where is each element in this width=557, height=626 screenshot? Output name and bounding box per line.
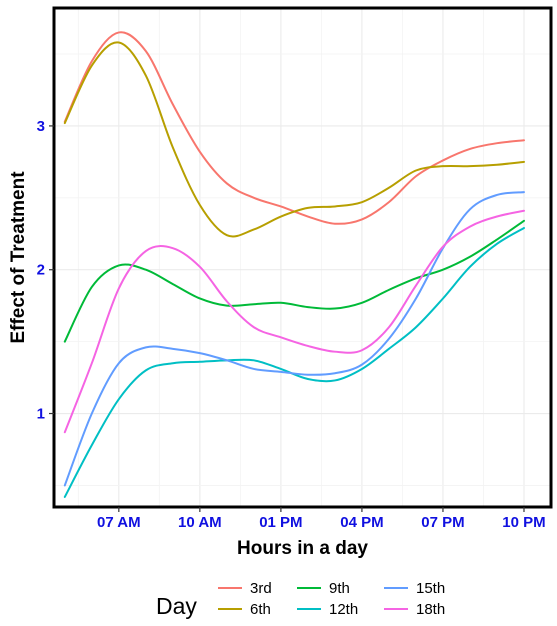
x-tick-label: 07 AM	[97, 514, 141, 531]
series-line-3rd	[63, 31, 525, 225]
series-lines	[63, 31, 525, 498]
series-line-6th	[63, 41, 525, 238]
grid	[54, 8, 551, 507]
legend-label-12th: 12th	[329, 601, 358, 618]
y-tick-label: 3	[37, 118, 45, 135]
series-line-12th	[63, 227, 525, 498]
x-tick-label: 04 PM	[340, 514, 383, 531]
panel-border	[52, 6, 553, 509]
x-tick-label: 01 PM	[259, 514, 302, 531]
legend-label-6th: 6th	[250, 601, 271, 618]
y-tick-label: 2	[37, 262, 45, 279]
legend-label-3rd: 3rd	[250, 580, 272, 597]
y-axis-title: Effect of Treatment	[8, 171, 29, 344]
x-axis-ticks: 07 AM 10 AM 01 PM 04 PM 07 PM 10 PM	[97, 507, 546, 531]
x-axis-title: Hours in a day	[237, 538, 368, 559]
y-tick-label: 1	[37, 406, 45, 423]
x-tick-label: 07 PM	[421, 514, 464, 531]
legend-label-18th: 18th	[416, 601, 445, 618]
series-line-18th	[63, 209, 525, 434]
y-axis-ticks: 1 2 3	[37, 118, 54, 423]
legend-title: Day	[156, 593, 197, 619]
x-tick-label: 10 AM	[178, 514, 222, 531]
legend-label-9th: 9th	[329, 580, 350, 597]
legend-label-15th: 15th	[416, 580, 445, 597]
legend: Day 3rd 6th 9th 12th 15th 18th	[156, 580, 445, 619]
series-line-9th	[63, 219, 525, 343]
x-tick-label: 10 PM	[502, 514, 545, 531]
